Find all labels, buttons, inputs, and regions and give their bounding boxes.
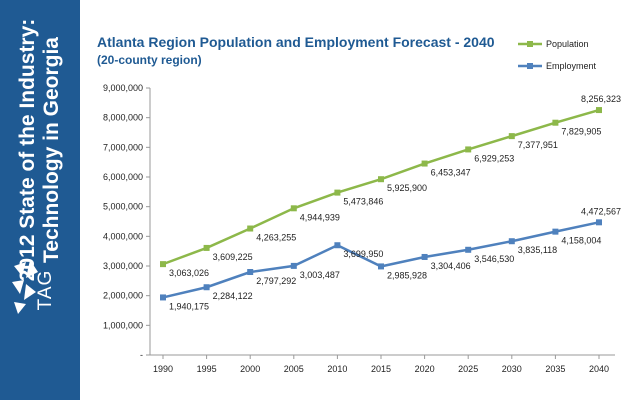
- x-tick-label: 2035: [545, 364, 565, 374]
- data-label-employment: 4,472,567: [581, 206, 621, 216]
- data-point-population: [334, 189, 341, 196]
- y-tick-label: 1,000,000: [103, 320, 143, 330]
- legend-marker-population: [527, 41, 533, 47]
- data-point-employment: [247, 269, 254, 276]
- tag-logo-icon: [12, 260, 38, 314]
- data-label-population: 3,063,026: [169, 268, 209, 278]
- legend-label-population: Population: [546, 39, 589, 49]
- data-point-population: [378, 176, 384, 183]
- x-tick-label: 2015: [371, 364, 391, 374]
- sidebar: 2012 State of the Industry: Technology i…: [0, 0, 80, 400]
- x-tick-label: 2040: [589, 364, 609, 374]
- data-label-population: 7,829,905: [561, 127, 601, 137]
- data-label-employment: 3,546,530: [474, 254, 514, 264]
- data-label-population: 6,453,347: [431, 168, 471, 178]
- data-label-population: 5,925,900: [387, 183, 427, 193]
- data-point-employment: [378, 263, 384, 270]
- data-label-employment: 1,940,175: [169, 301, 209, 311]
- legend-marker-employment: [527, 63, 533, 69]
- data-point-population: [421, 160, 428, 167]
- data-point-employment: [552, 228, 559, 235]
- data-point-employment: [596, 219, 602, 226]
- y-tick-label: 8,000,000: [103, 113, 143, 123]
- chart-area: - 1,000,000 2,000,000 3,000,000 4,000,000 5,0…: [103, 39, 621, 374]
- data-label-employment: 3,304,406: [431, 261, 471, 271]
- x-tick-label: 2000: [240, 364, 260, 374]
- data-label-population: 7,377,951: [518, 140, 558, 150]
- data-point-employment: [203, 284, 210, 291]
- data-label-employment: 2,985,928: [387, 270, 427, 280]
- x-tick-label: 2030: [502, 364, 522, 374]
- data-point-employment: [160, 294, 166, 301]
- data-label-population: 3,609,225: [213, 252, 253, 262]
- data-label-employment: 4,158,004: [561, 236, 601, 246]
- data-point-population: [203, 244, 210, 251]
- y-tick-label: 9,000,000: [103, 83, 143, 93]
- data-point-employment: [290, 262, 297, 269]
- data-label-employment: 3,835,118: [518, 245, 557, 255]
- data-point-population: [508, 133, 515, 140]
- chart-subtitle: (20-county region): [97, 53, 202, 67]
- data-label-employment: 3,003,487: [300, 270, 340, 280]
- data-label-population: 8,256,323: [581, 94, 621, 104]
- x-tick-label: 1990: [153, 364, 173, 374]
- data-point-population: [290, 205, 297, 212]
- data-point-population: [465, 146, 472, 153]
- x-tick-label: 2025: [458, 364, 478, 374]
- x-tick-label: 2020: [415, 364, 435, 374]
- x-tick-label: 1995: [197, 364, 217, 374]
- logo-text: TAG: [35, 269, 56, 311]
- data-point-population: [552, 119, 559, 126]
- data-label-population: 5,473,846: [343, 197, 383, 207]
- data-label-population: 4,263,255: [256, 233, 296, 243]
- data-label-population: 4,944,939: [300, 212, 340, 222]
- data-point-population: [247, 225, 254, 232]
- chart-title: Atlanta Region Population and Employment…: [97, 34, 495, 50]
- data-label-employment: 2,797,292: [256, 276, 296, 286]
- y-tick-label: 7,000,000: [103, 142, 143, 152]
- legend-label-employment: Employment: [546, 61, 597, 71]
- y-tick-label: 4,000,000: [103, 231, 143, 241]
- series-line-population: [162, 108, 600, 266]
- y-tick-label: 3,000,000: [103, 261, 143, 271]
- y-tick-label: -: [140, 350, 143, 360]
- data-point-population: [596, 107, 602, 114]
- y-tick-label: 5,000,000: [103, 202, 143, 212]
- data-point-employment: [508, 238, 515, 245]
- data-point-employment: [421, 253, 428, 260]
- data-point-population: [160, 261, 166, 268]
- data-label-employment: 3,699,950: [343, 249, 383, 259]
- data-label-population: 6,929,253: [474, 153, 514, 163]
- x-tick-label: 2005: [284, 364, 304, 374]
- data-label-employment: 2,284,122: [213, 291, 253, 301]
- data-point-employment: [334, 242, 341, 249]
- y-tick-label: 6,000,000: [103, 172, 143, 182]
- data-point-employment: [465, 246, 472, 253]
- x-tick-label: 2010: [327, 364, 347, 374]
- y-tick-label: 2,000,000: [103, 291, 143, 301]
